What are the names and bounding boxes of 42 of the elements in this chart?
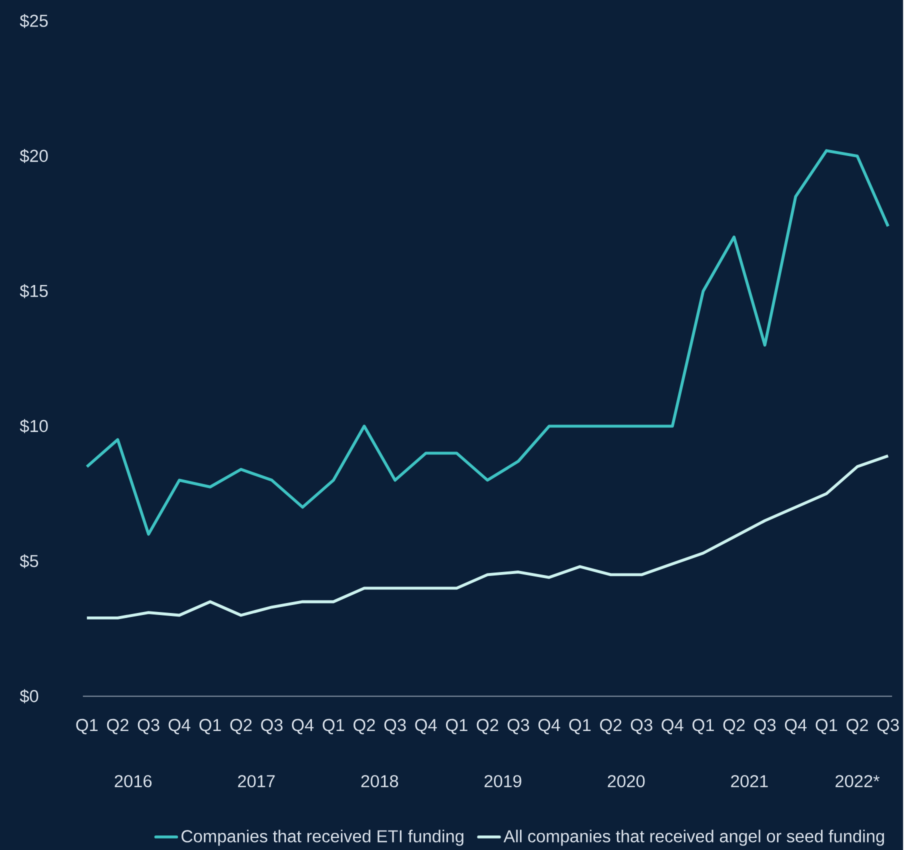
x-tick-label: Q1 xyxy=(569,718,591,734)
x-tick-label: Q2 xyxy=(107,718,128,734)
text: 2022* xyxy=(836,775,880,788)
y-tick-label: $20 xyxy=(20,148,48,163)
x-tick-label: Q1 xyxy=(76,718,98,734)
text: 2016 xyxy=(114,775,152,788)
legend-label: All companies that received angel or seed funding xyxy=(504,830,884,846)
text: 2021 xyxy=(731,775,768,788)
legend-label: Companies that received ETI funding xyxy=(182,830,464,846)
x-tick-label: Q1 xyxy=(446,718,468,734)
x-tick-label: Q3 xyxy=(630,718,652,734)
x-tick-label: Q4 xyxy=(538,718,560,734)
text: 2019 xyxy=(484,775,522,788)
y-tick-label: $15 xyxy=(20,284,48,298)
x-tick-label: Q1 xyxy=(816,718,838,734)
y-tick-label: $5 xyxy=(20,554,38,568)
x-tick-label: Q4 xyxy=(662,718,684,734)
x-tick-label: Q3 xyxy=(138,718,160,734)
x-tick-label: Q1 xyxy=(199,718,221,734)
x-tick-label: Q3 xyxy=(508,718,530,734)
y-tick-label: $10 xyxy=(20,419,48,434)
x-tick-label: Q3 xyxy=(261,718,283,734)
x-tick-label: Q4 xyxy=(168,718,190,734)
x-tick-label: Q2 xyxy=(230,718,252,734)
x-tick-label: Q3 xyxy=(384,718,406,734)
x-tick-label: Q2 xyxy=(723,718,745,734)
x-tick-label: Q4 xyxy=(415,718,437,734)
x-tick-label: Q3 xyxy=(754,718,776,734)
x-tick-label: Q1 xyxy=(322,718,344,734)
x-tick-label: Q2 xyxy=(354,718,375,734)
y-tick-label: $0 xyxy=(20,689,38,704)
x-tick-label: Q2 xyxy=(846,718,868,734)
text: 2017 xyxy=(238,775,275,788)
x-tick-label: Q3 xyxy=(877,718,899,734)
x-tick-label: Q4 xyxy=(784,718,807,734)
text: 2020 xyxy=(608,775,645,788)
x-tick-label: Q4 xyxy=(292,718,314,734)
x-tick-label: Q2 xyxy=(600,718,622,734)
x-tick-label: Q2 xyxy=(476,718,498,734)
text: 2018 xyxy=(361,775,398,788)
y-tick-label: $25 xyxy=(20,14,48,28)
x-tick-label: Q1 xyxy=(692,718,714,734)
